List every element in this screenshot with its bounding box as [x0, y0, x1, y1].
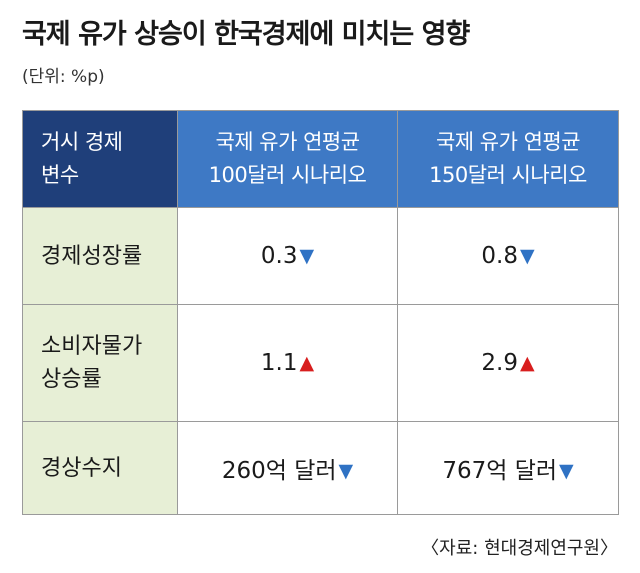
table-row: 소비자물가 상승률 1.1 ▲ 2.9 ▲ [22, 304, 619, 422]
cell-value: 260억 달러 [221, 458, 337, 484]
row-header-line: 경제성장률 [41, 243, 143, 269]
page-title: 국제 유가 상승이 한국경제에 미치는 영향 [22, 19, 470, 50]
table-cell: 1.1 ▲ [177, 304, 398, 422]
cell-value: 1.1 [260, 350, 298, 376]
up-arrow-icon: ▲ [519, 352, 535, 374]
up-arrow-icon: ▲ [299, 352, 315, 374]
corner-header: 거시 경제 변수 [22, 110, 178, 208]
down-arrow-icon: ▼ [299, 245, 315, 267]
table-row: 경제성장률 0.3 ▼ 0.8 ▼ [22, 207, 619, 305]
down-arrow-icon: ▼ [559, 460, 574, 482]
row-header-line: 소비자물가 [41, 334, 143, 359]
cell-value: 0.8 [481, 243, 518, 269]
row-header-line: 경상수지 [41, 455, 122, 481]
cell-value: 2.9 [481, 350, 518, 376]
scenario-header-line: 150달러 시나리오 [429, 163, 587, 187]
table-cell: 767억 달러 ▼ [397, 421, 619, 515]
source-note: 〈자료: 현대경제연구원〉 [421, 538, 618, 559]
scenario-150-header: 국제 유가 연평균 150달러 시나리오 [397, 110, 619, 208]
table-cell: 0.3 ▼ [177, 207, 398, 305]
table-cell: 260억 달러 ▼ [177, 421, 398, 515]
table-row: 경상수지 260억 달러 ▼ 767억 달러 ▼ [22, 421, 619, 515]
table-cell: 0.8 ▼ [397, 207, 619, 305]
corner-header-line: 거시 경제 [41, 130, 123, 154]
scenario-header-line: 국제 유가 연평균 [215, 130, 360, 154]
row-header-cpi: 소비자물가 상승률 [22, 304, 178, 422]
down-arrow-icon: ▼ [519, 245, 535, 267]
corner-header-line: 변수 [41, 163, 79, 187]
scenario-header-line: 100달러 시나리오 [208, 163, 367, 187]
unit-note: (단위: %p) [22, 67, 105, 87]
impact-table: 거시 경제 변수 국제 유가 연평균 100달러 시나리오 국제 유가 연평균 … [22, 110, 619, 515]
row-header-line: 상승률 [41, 367, 102, 392]
row-header-current-account: 경상수지 [22, 421, 178, 515]
scenario-header-line: 국제 유가 연평균 [435, 130, 581, 154]
table-cell: 2.9 ▲ [397, 304, 619, 422]
scenario-100-header: 국제 유가 연평균 100달러 시나리오 [177, 110, 398, 208]
cell-value: 767억 달러 [442, 458, 558, 484]
table-header-row: 거시 경제 변수 국제 유가 연평균 100달러 시나리오 국제 유가 연평균 … [22, 110, 619, 208]
cell-value: 0.3 [260, 243, 298, 269]
down-arrow-icon: ▼ [338, 460, 354, 482]
row-header-gdp-growth: 경제성장률 [22, 207, 178, 305]
